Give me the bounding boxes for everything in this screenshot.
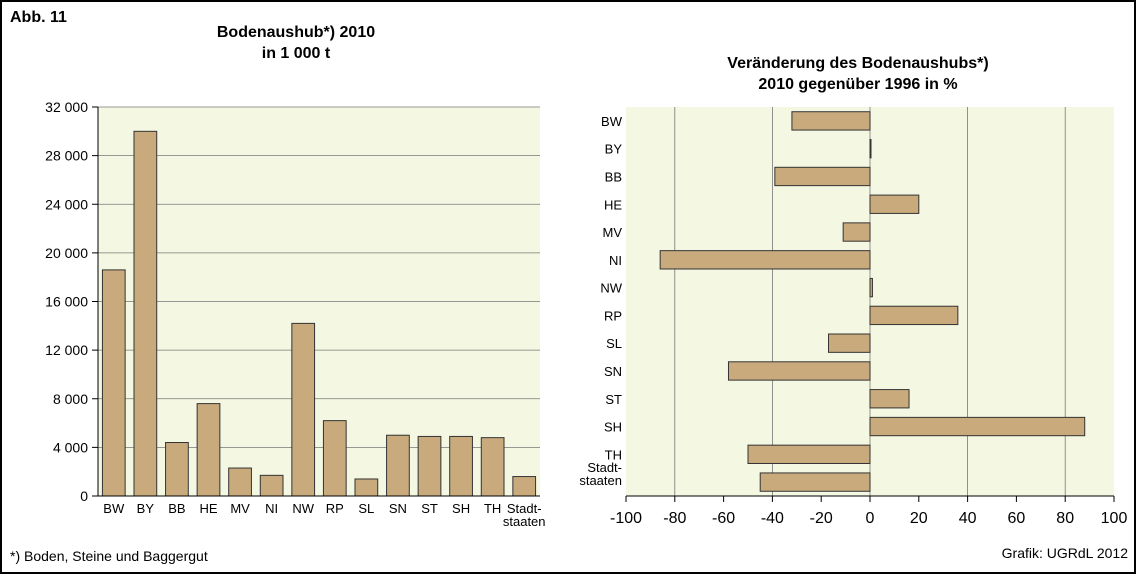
bar bbox=[727, 361, 871, 381]
bar bbox=[869, 389, 910, 409]
bar bbox=[869, 277, 873, 298]
bar bbox=[869, 139, 872, 159]
figure-label: Abb. 11 bbox=[10, 9, 67, 26]
bar bbox=[747, 444, 871, 464]
bar bbox=[480, 437, 505, 497]
y-tick-label: BB bbox=[605, 169, 622, 184]
credit: Grafik: UGRdL 2012 bbox=[1002, 545, 1129, 561]
bar bbox=[196, 403, 221, 497]
bar bbox=[512, 476, 537, 497]
x-tick-label: NI bbox=[265, 501, 278, 516]
y-tick-label: SH bbox=[604, 420, 622, 435]
x-tick-label: BY bbox=[137, 501, 155, 516]
x-tick-label: Stadt-staaten bbox=[503, 501, 546, 529]
x-tick-label: 40 bbox=[959, 510, 977, 527]
chart-title: Bodenaushub*) 2010 bbox=[217, 24, 375, 41]
y-tick-label: 8 000 bbox=[53, 391, 88, 407]
bar bbox=[791, 111, 871, 131]
x-tick-label: 0 bbox=[866, 510, 875, 527]
bar bbox=[842, 222, 871, 242]
bar bbox=[869, 416, 1086, 437]
x-tick-label: 20 bbox=[910, 510, 928, 527]
y-tick-label: Stadt-staaten bbox=[579, 460, 622, 488]
y-tick-label: SL bbox=[606, 336, 622, 351]
x-tick-label: -60 bbox=[712, 510, 735, 527]
bar bbox=[869, 194, 920, 214]
footnote: *) Boden, Steine und Baggergut bbox=[10, 548, 208, 564]
y-tick-label: 20 000 bbox=[45, 245, 88, 261]
x-tick-label: MV bbox=[230, 501, 250, 516]
y-tick-label: BW bbox=[601, 114, 623, 129]
chart-subtitle: in 1 000 t bbox=[262, 45, 331, 62]
y-tick-label: 24 000 bbox=[45, 196, 88, 212]
x-tick-label: ST bbox=[421, 501, 438, 516]
x-tick-label: NW bbox=[292, 501, 314, 516]
bar bbox=[774, 166, 871, 187]
x-tick-label: SH bbox=[452, 501, 470, 516]
x-tick-label: TH bbox=[484, 501, 501, 516]
y-tick-label: 16 000 bbox=[45, 294, 88, 310]
bar bbox=[386, 434, 410, 497]
bar bbox=[759, 472, 871, 492]
y-tick-label: TH bbox=[605, 447, 622, 462]
bar bbox=[165, 442, 189, 497]
bar bbox=[133, 130, 158, 497]
x-tick-label: -20 bbox=[810, 510, 833, 527]
bar bbox=[659, 250, 871, 270]
y-tick-label: 32 000 bbox=[45, 99, 88, 115]
bar bbox=[228, 467, 252, 497]
y-tick-label: 4 000 bbox=[53, 439, 88, 455]
y-tick-label: MV bbox=[603, 225, 623, 240]
bar bbox=[259, 474, 284, 497]
y-tick-label: NW bbox=[600, 281, 622, 296]
y-tick-label: SN bbox=[604, 364, 622, 379]
y-tick-label: HE bbox=[604, 197, 622, 212]
x-tick-label: SL bbox=[358, 501, 374, 516]
x-tick-label: 80 bbox=[1056, 510, 1074, 527]
x-tick-label: 100 bbox=[1101, 510, 1128, 527]
x-tick-label: -80 bbox=[663, 510, 686, 527]
bar bbox=[322, 420, 347, 497]
bar bbox=[417, 435, 442, 497]
chart-title: Veränderung des Bodenaushubs*) bbox=[727, 55, 988, 72]
y-tick-label: ST bbox=[605, 392, 622, 407]
x-tick-label: BW bbox=[103, 501, 125, 516]
y-tick-label: BY bbox=[605, 142, 623, 157]
bar bbox=[449, 435, 473, 497]
y-tick-label: 28 000 bbox=[45, 148, 88, 164]
x-tick-label: RP bbox=[326, 501, 344, 516]
x-tick-label: HE bbox=[199, 501, 217, 516]
x-tick-label: SN bbox=[389, 501, 407, 516]
y-tick-label: 0 bbox=[80, 488, 88, 504]
y-tick-label: RP bbox=[604, 308, 622, 323]
bar bbox=[291, 322, 316, 497]
bar bbox=[869, 305, 959, 326]
x-tick-label: BB bbox=[168, 501, 185, 516]
x-tick-label: -100 bbox=[610, 510, 642, 527]
chart-subtitle: 2010 gegenüber 1996 in % bbox=[758, 76, 957, 93]
y-tick-label: NI bbox=[609, 253, 622, 268]
x-tick-label: -40 bbox=[761, 510, 784, 527]
x-tick-label: 60 bbox=[1008, 510, 1026, 527]
bar bbox=[101, 269, 126, 497]
y-tick-label: 12 000 bbox=[45, 342, 88, 358]
bar bbox=[828, 333, 871, 353]
bar bbox=[354, 478, 379, 497]
